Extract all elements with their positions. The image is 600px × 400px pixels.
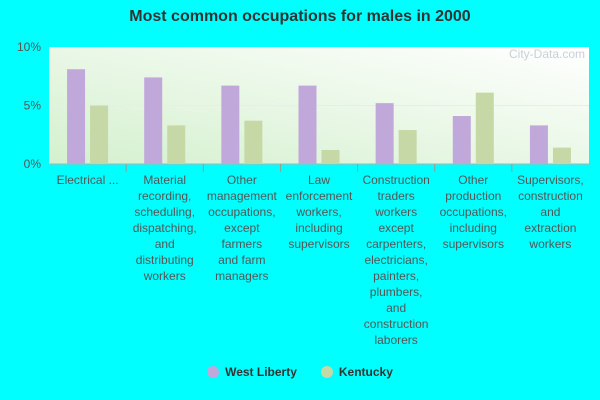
x-tick-label: Construction traders workers except carpente… (362, 173, 429, 347)
bar-kentucky (475, 92, 494, 164)
y-tick-label: 5% (24, 99, 42, 113)
watermark: City-Data.com (509, 47, 585, 61)
legend-swatch-west-liberty (207, 366, 220, 378)
x-tick-label: Other production occupations, including supe… (440, 173, 507, 251)
bar-west-liberty (529, 125, 548, 164)
chart-title: Most common occupations for males in 200… (129, 8, 471, 25)
bar-kentucky (321, 149, 340, 164)
x-tick-label: Other management occupations, except farmers… (207, 173, 278, 283)
y-tick-label: 10% (17, 40, 41, 54)
x-tick-label: Material recording, scheduling, dispatching… (133, 173, 197, 283)
bar-west-liberty (452, 116, 471, 164)
bar-kentucky (244, 120, 263, 164)
bar-west-liberty (67, 69, 86, 164)
bar-west-liberty (375, 103, 394, 164)
bar-kentucky (398, 130, 417, 164)
legend-label-kentucky: Kentucky (338, 365, 393, 379)
bar-kentucky (552, 147, 571, 164)
bar-west-liberty (298, 85, 317, 164)
legend-item-west-liberty: West Liberty (207, 365, 297, 379)
legend-label-west-liberty: West Liberty (225, 365, 297, 379)
bar-west-liberty (221, 85, 240, 164)
x-tick-label: Electrical ... (57, 173, 119, 187)
x-tick-label: Supervisors, construction and extraction wor… (517, 173, 584, 251)
bar-west-liberty (144, 77, 163, 164)
legend-item-kentucky: Kentucky (320, 365, 393, 379)
bar-kentucky (167, 125, 186, 164)
legend-swatch-kentucky (320, 366, 333, 378)
legend: West Liberty Kentucky (0, 365, 600, 379)
y-tick-label: 0% (24, 157, 42, 171)
x-tick-label: Law enforcement workers, including superviso… (286, 173, 353, 251)
bar-kentucky (90, 105, 109, 164)
